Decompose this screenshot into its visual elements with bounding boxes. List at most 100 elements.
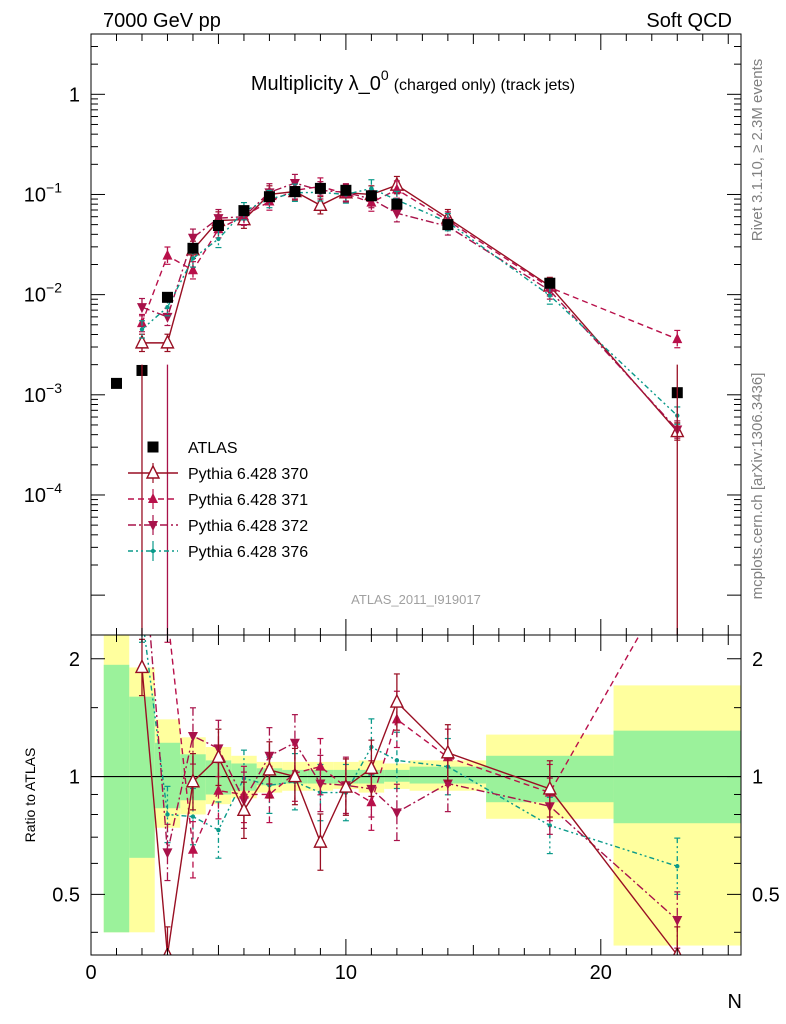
ratio-point xyxy=(187,731,198,742)
data-point xyxy=(391,209,402,220)
ratio-line xyxy=(143,635,678,867)
uncertainty-band-green xyxy=(103,664,130,933)
header-right: Soft QCD xyxy=(646,10,732,32)
legend-label: Pythia 6.428 370 xyxy=(188,466,308,483)
data-point xyxy=(365,190,377,202)
ratio-point xyxy=(289,738,300,749)
x-tick-label: 20 xyxy=(590,962,612,984)
ratio-point xyxy=(364,759,379,774)
main-title-suffix: (charged only) (track jets) xyxy=(394,77,575,94)
data-point xyxy=(340,184,352,196)
legend-marker xyxy=(148,493,158,503)
main-title-sup: 0 xyxy=(381,67,389,83)
ratio-plot-frame xyxy=(90,634,742,956)
ratio-y-tick-label-left: 2 xyxy=(69,649,80,671)
ratio-line xyxy=(141,667,678,955)
ratio-series-pythia-6-428-370 xyxy=(134,638,682,955)
analysis-id: ATLAS_2011_I919017 xyxy=(351,592,481,607)
ratio-point xyxy=(366,796,377,807)
data-point xyxy=(136,303,147,314)
data-point xyxy=(162,312,173,323)
mcplots-label: mcplots.cern.ch [arXiv:1306.3436] xyxy=(749,373,766,600)
data-point xyxy=(263,191,275,203)
ratio-point xyxy=(216,827,221,833)
legend-marker xyxy=(150,548,156,554)
legend-item: Pythia 6.428 376 xyxy=(128,541,308,561)
series-line xyxy=(141,185,678,340)
x-tick-label: 10 xyxy=(335,962,357,984)
ratio-point xyxy=(338,778,354,793)
ratio-y-axis-label: Ratio to ATLAS xyxy=(22,748,38,843)
ratio-point xyxy=(187,843,198,854)
ratio-plot-area: 0.5 0.51 12 20 10 20 Ratio to ATLAS N xyxy=(22,634,780,1013)
ratio-point xyxy=(313,833,328,848)
ratio-point xyxy=(547,823,553,828)
legend-item: Pythia 6.428 372 xyxy=(128,515,308,535)
data-point xyxy=(238,205,250,217)
ratio-point xyxy=(391,808,402,819)
y-tick-label: 10−1 xyxy=(24,179,62,206)
ratio-series-pythia-6-428-372 xyxy=(149,635,683,949)
ratio-point xyxy=(315,760,326,771)
data-point xyxy=(160,334,175,349)
ratio-point xyxy=(675,864,680,869)
legend-marker xyxy=(148,521,158,531)
rivet-label: Rivet 3.1.10, ≥ 2.3M events xyxy=(749,59,766,242)
ratio-point xyxy=(185,773,201,788)
data-point xyxy=(544,277,556,289)
series-pythia-6-428-372 xyxy=(136,173,683,439)
legend-label: Pythia 6.428 372 xyxy=(188,518,308,535)
ratio-y-tick-label-left: 1 xyxy=(69,767,80,789)
data-point xyxy=(547,293,553,298)
ratio-point xyxy=(394,758,400,763)
ratio-point xyxy=(542,780,557,795)
ratio-point xyxy=(389,693,405,708)
series-pythia-6-428-371 xyxy=(136,177,683,349)
ratio-point xyxy=(134,658,150,674)
data-point xyxy=(212,220,224,232)
legend-item: ATLAS xyxy=(147,440,238,457)
legend-label: Pythia 6.428 376 xyxy=(188,544,308,561)
ratio-point xyxy=(262,761,277,776)
x-axis-label: N xyxy=(728,991,742,1013)
uncertainty-band-green xyxy=(384,769,410,782)
data-point xyxy=(187,264,198,275)
data-point xyxy=(139,327,145,332)
header-left: 7000 GeV pp xyxy=(103,10,221,32)
legend-marker xyxy=(145,464,161,479)
uncertainty-band-green xyxy=(154,742,181,809)
ratio-point xyxy=(165,812,170,817)
ratio-y-tick-label-right: 2 xyxy=(752,649,763,671)
data-point xyxy=(213,214,224,225)
data-point xyxy=(289,186,301,198)
data-point xyxy=(442,219,454,231)
ratio-y-tick-label-right: 1 xyxy=(752,767,763,789)
y-tick-label: 10−4 xyxy=(24,480,62,507)
ratio-point xyxy=(236,801,252,816)
data-point xyxy=(162,249,173,260)
main-title: Multiplicity λ_00 (charged only) (track j… xyxy=(251,67,575,95)
ratio-line xyxy=(169,635,641,853)
legend-item: Pythia 6.428 371 xyxy=(128,489,308,509)
data-point xyxy=(216,236,221,242)
data-point xyxy=(165,304,170,310)
legend-label: Pythia 6.428 371 xyxy=(188,492,308,509)
main-plot-area: 1 10−1 10−2 10−3 10−4 Multiplicity λ_00 (char… xyxy=(24,33,742,636)
data-point xyxy=(187,233,198,244)
ratio-point xyxy=(287,768,303,783)
data-point xyxy=(190,256,196,261)
series-line xyxy=(141,187,678,417)
data-point xyxy=(161,291,173,303)
x-tick-label: 0 xyxy=(85,962,96,984)
ratio-point xyxy=(211,748,226,764)
y-tick-label: 1 xyxy=(69,84,80,106)
data-point xyxy=(134,334,150,349)
ratio-point xyxy=(440,744,455,759)
legend-item: Pythia 6.428 370 xyxy=(128,463,308,483)
y-tick-label: 10−3 xyxy=(24,380,62,407)
data-point xyxy=(187,242,199,254)
uncertainty-band-green xyxy=(129,696,155,858)
y-tick-label: 10−2 xyxy=(24,280,62,307)
data-point xyxy=(391,198,403,210)
